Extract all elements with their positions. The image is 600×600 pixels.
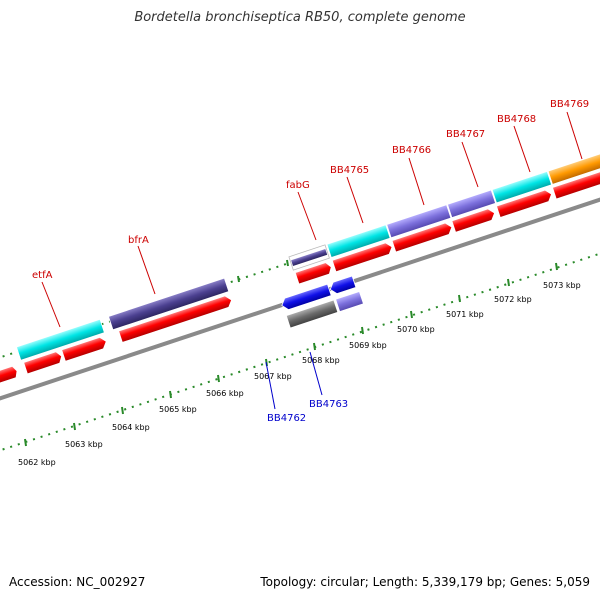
gene-label-bb4765[interactable]: BB4765 [330, 165, 369, 176]
label-leaders [41, 111, 583, 328]
gene-bar-bb4766[interactable] [386, 204, 452, 239]
reverse-strand-features [280, 275, 364, 329]
gene-label-bb4769[interactable]: BB4769 [550, 99, 589, 110]
scale-label: 5073 kbp [543, 281, 581, 290]
cds-arrow[interactable] [391, 221, 454, 253]
cds-arrow[interactable] [23, 351, 64, 375]
gene-label-bb4766[interactable]: BB4766 [392, 145, 431, 156]
scale-label: 5062 kbp [18, 458, 56, 467]
gene-bar-bb4765[interactable] [326, 224, 391, 259]
gene-bar-etfa[interactable] [15, 318, 105, 361]
cds-arrow[interactable] [495, 188, 553, 218]
scale-label: 5072 kbp [494, 295, 532, 304]
genome-summary-text: Topology: circular; Length: 5,339,179 bp… [260, 575, 590, 589]
gene-label-bb4762[interactable]: BB4762 [267, 413, 306, 424]
gene-arrow-blue[interactable] [328, 275, 357, 295]
label-leaders-blue [265, 351, 323, 410]
lower-scale-track [0, 252, 600, 452]
gene-arrow-blue[interactable] [280, 283, 332, 311]
gene-bar-bb4768[interactable] [491, 170, 553, 204]
gene-bar-bb4767[interactable] [446, 189, 497, 219]
gene-bar-fabg-inner [291, 249, 328, 267]
gene-label-fabg[interactable]: fabG [286, 180, 310, 191]
map-title: Bordetella bronchiseptica RB50, complete… [134, 10, 466, 25]
gene-label-etfa[interactable]: etfA [32, 270, 53, 281]
scale-label: 5064 kbp [112, 423, 150, 432]
cds-arrow[interactable] [552, 165, 600, 200]
scale-label: 5065 kbp [159, 405, 197, 414]
cds-arrow[interactable] [294, 261, 333, 285]
gene-bar-bb4762[interactable] [285, 299, 339, 329]
cds-arrow[interactable] [61, 336, 108, 362]
forward-strand-features [0, 148, 600, 386]
scale-label: 5069 kbp [349, 341, 387, 350]
scale-label: 5066 kbp [206, 389, 244, 398]
scale-label: 5068 kbp [302, 356, 340, 365]
cds-arrow[interactable] [118, 294, 234, 343]
gene-label-bb4768[interactable]: BB4768 [497, 114, 536, 125]
scale-labels: 5062 kbp 5063 kbp 5064 kbp 5065 kbp 5066… [18, 281, 581, 467]
gene-bar-bb4769[interactable] [547, 148, 600, 185]
lower-major-ticks [24, 262, 558, 447]
gene-label-bfra[interactable]: bfrA [128, 235, 149, 246]
scale-label: 5070 kbp [397, 325, 435, 334]
scale-label: 5063 kbp [65, 440, 103, 449]
gene-bar-bb4763[interactable] [335, 290, 364, 313]
cds-arrow[interactable] [0, 365, 19, 386]
gene-label-bb4767[interactable]: BB4767 [446, 129, 485, 140]
accession-text: Accession: NC_002927 [9, 575, 146, 589]
gene-bar-bfra[interactable] [108, 277, 230, 331]
cds-arrow[interactable] [451, 207, 497, 233]
cds-arrow[interactable] [331, 241, 394, 273]
scale-label: 5071 kbp [446, 310, 484, 319]
scale-label: 5067 kbp [254, 372, 292, 381]
gene-label-bb4763[interactable]: BB4763 [309, 399, 348, 410]
